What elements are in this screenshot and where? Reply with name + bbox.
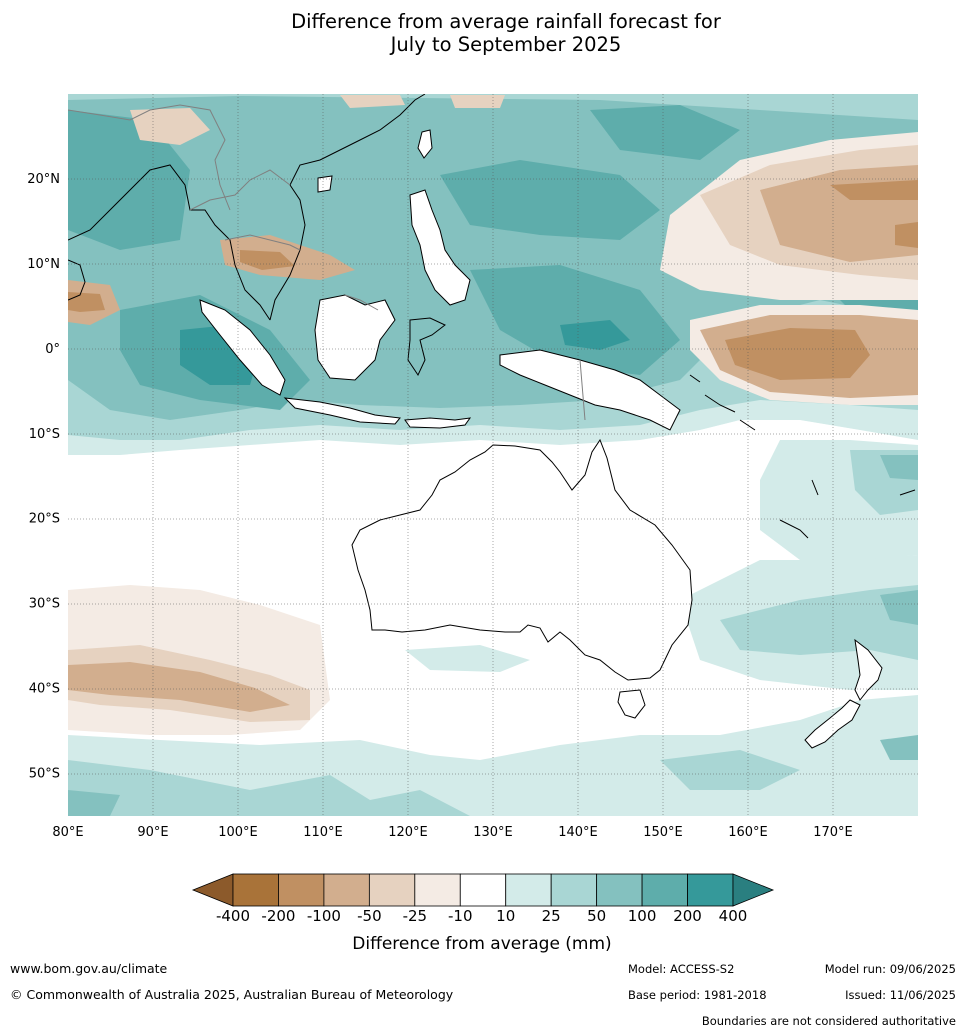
- colorbar-extend-min: [191, 873, 234, 907]
- colorbar-segment: [459, 873, 507, 907]
- colorbar-tick-label: 25: [542, 907, 561, 925]
- longitude-label: 160°E: [728, 825, 768, 840]
- longitude-label: 130°E: [473, 825, 513, 840]
- footer-copyright: © Commonwealth of Australia 2025, Austra…: [10, 987, 454, 1002]
- java-coastline: [283, 397, 401, 425]
- wet-zone-south-pacific-50: [880, 455, 918, 480]
- country-boundaries: [68, 104, 586, 421]
- longitude-label: 120°E: [388, 825, 428, 840]
- colorbar-segment: [232, 873, 279, 907]
- title-line-1: Difference from average rainfall forecas…: [291, 10, 721, 33]
- colorbar-tick-label: -25: [403, 907, 428, 925]
- sumatra-coastline: [199, 299, 286, 396]
- colorbar-tick-label: -10: [448, 907, 473, 925]
- colorbar-labels: -400 -200 -100 -50 -25 -10 10 25 50 100 200 400: [216, 907, 747, 925]
- map-plot-area: [68, 94, 918, 816]
- dry-zone-south-indian-core: [68, 662, 290, 712]
- footer-model-run: Model run: 09/06/2025: [824, 962, 956, 976]
- longitude-label: 80°E: [52, 825, 83, 840]
- longitude-label: 100°E: [218, 825, 258, 840]
- borneo-coastline: [314, 294, 396, 381]
- footer-model: Model: ACCESS-S2: [628, 962, 735, 976]
- colorbar-extend-max: [732, 873, 775, 907]
- colorbar-tick-label: -50: [357, 907, 382, 925]
- title-line-2: July to September 2025: [390, 33, 622, 56]
- colorbar-tick-label: -100: [307, 907, 341, 925]
- colorbar-tick-label: -200: [261, 907, 295, 925]
- colorbar-tick-label: 10: [496, 907, 515, 925]
- footer-disclaimer: Boundaries are not considered authoritat…: [701, 1014, 956, 1028]
- dry-zone-equator-core: [725, 328, 870, 380]
- map-title: Difference from average rainfall forecas…: [0, 10, 965, 56]
- colorbar-segment: [550, 873, 598, 907]
- india-tip-coastline: [68, 259, 86, 301]
- footer-website[interactable]: www.bom.gov.au/climate: [10, 961, 168, 976]
- colorbar-tick-label: 200: [673, 907, 702, 925]
- australia-coastline: [351, 438, 693, 681]
- latitude-label: 50°S: [29, 767, 60, 782]
- colorbar-tick-label: 50: [587, 907, 606, 925]
- wet-zone-southern-ocean: [68, 555, 918, 816]
- colorbar-segment: [505, 873, 552, 907]
- pacific-islands-coastline: [689, 374, 916, 539]
- colorbar-segment: [414, 873, 461, 907]
- colorbar-segment: [641, 873, 688, 907]
- colorbar-segment: [368, 873, 416, 907]
- longitude-label: 140°E: [558, 825, 598, 840]
- sulawesi-coastline: [407, 317, 446, 377]
- longitude-label: 90°E: [137, 825, 168, 840]
- dry-zone-south-china: [130, 95, 505, 145]
- longitude-label: 150°E: [643, 825, 683, 840]
- latitude-label: 40°S: [29, 682, 60, 697]
- footer-base-period: Base period: 1981-2018: [628, 988, 767, 1002]
- dry-zone-bay-core: [68, 250, 295, 312]
- colorbar-segment: [278, 873, 325, 907]
- colorbar-segment: [687, 873, 734, 907]
- colorbar-tick-label: 400: [719, 907, 748, 925]
- dry-zone-north-pacific-core: [830, 180, 918, 248]
- colorbar-segment: [596, 873, 643, 907]
- hainan-coastline: [317, 175, 333, 193]
- colorbar-segment: [323, 873, 370, 907]
- latitude-label: 10°S: [29, 427, 60, 442]
- latitude-label: 20°S: [29, 512, 60, 527]
- colorbar-tick-label: 100: [628, 907, 657, 925]
- longitude-label: 170°E: [813, 825, 853, 840]
- latitude-label: 10°N: [27, 257, 60, 272]
- latitude-label: 0°: [45, 342, 60, 357]
- footer-issued: Issued: 11/06/2025: [845, 988, 956, 1002]
- lesser-sunda-coastline: [404, 417, 472, 429]
- longitude-label: 110°E: [303, 825, 343, 840]
- taiwan-coastline: [417, 129, 433, 159]
- tasmania-coastline: [617, 689, 646, 719]
- new-zealand-coastline: [804, 638, 883, 749]
- colorbar: [191, 873, 775, 907]
- latitude-labels: 20°N 10°N 0° 10°S 20°S 30°S 40°S 50°S: [27, 172, 60, 782]
- wet-zone-southern-ocean-25: [68, 585, 918, 816]
- philippines-coastline: [409, 189, 471, 306]
- colorbar-title: Difference from average (mm): [352, 934, 611, 954]
- longitude-labels: 80°E 90°E 100°E 110°E 120°E 130°E 140°E 150°E 16…: [52, 825, 852, 840]
- new-guinea-coastline: [499, 349, 681, 431]
- graticule: [68, 94, 918, 816]
- latitude-label: 20°N: [27, 172, 60, 187]
- colorbar-tick-label: -400: [216, 907, 250, 925]
- latitude-label: 30°S: [29, 597, 60, 612]
